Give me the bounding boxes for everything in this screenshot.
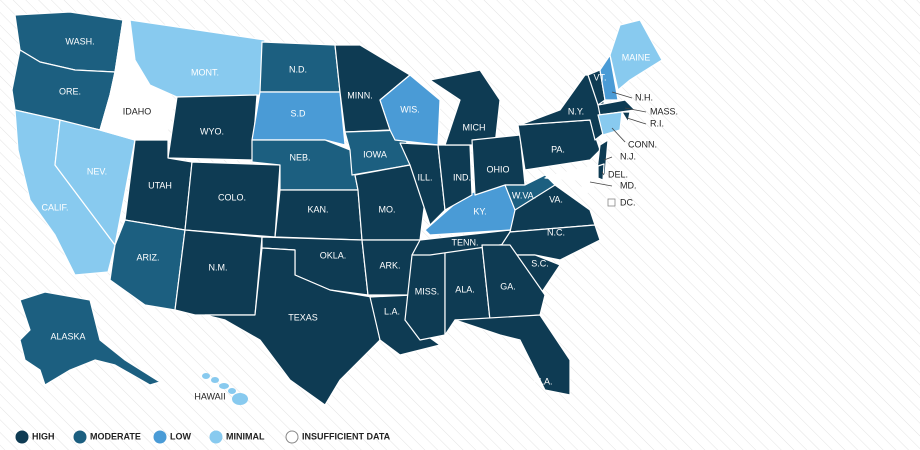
state: [54, 119, 136, 246]
state: [274, 189, 363, 241]
state-label: VT.: [593, 72, 606, 82]
leader-line: [601, 171, 605, 176]
state: [481, 244, 546, 321]
legend-swatch: [73, 430, 87, 444]
state-label: ARK.: [379, 260, 400, 270]
state: [621, 111, 631, 123]
state-label: IDAHO: [123, 106, 152, 116]
state-label: GA.: [500, 281, 516, 291]
legend-label: MINIMAL: [226, 431, 265, 441]
state-label: ALA.: [455, 284, 475, 294]
state-label: KY.: [473, 206, 486, 216]
state-label: NEB.: [289, 152, 310, 162]
dc-marker: [607, 198, 616, 207]
legend-label: LOW: [170, 431, 191, 441]
state-label: IOWA: [363, 149, 387, 159]
state-label: N.D.: [289, 64, 307, 74]
island: [202, 373, 210, 379]
state-label: OKLA.: [320, 250, 347, 260]
state-label: S.D: [290, 108, 306, 118]
leader-line: [626, 117, 647, 125]
state-label: COLO.: [218, 192, 246, 202]
state-label: MINN.: [347, 90, 373, 100]
state-label: S.C.: [531, 258, 549, 268]
legend-label: INSUFFICIENT DATA: [302, 431, 391, 441]
state: [544, 164, 601, 196]
state-label: WYO.: [200, 126, 224, 136]
state-label: CALIF.: [41, 202, 68, 212]
leader-line: [611, 127, 626, 143]
state-label: TEXAS: [288, 312, 318, 322]
state: [609, 19, 663, 91]
legend-swatch: [209, 430, 223, 444]
state: [597, 163, 605, 181]
island: [228, 388, 236, 394]
state-label: CONN.: [628, 139, 657, 149]
legend: HIGH MODERATE LOW MINIMAL INSUFFICIENT DATA: [15, 430, 391, 444]
state-label: PA.: [551, 144, 565, 154]
island: [219, 383, 229, 389]
state-label: HAWAII: [194, 391, 225, 401]
island: [232, 393, 248, 405]
state-label: MAINE: [622, 52, 651, 62]
legend-label: HIGH: [32, 431, 55, 441]
state-label: ILL.: [417, 172, 432, 182]
state-label: UTAH: [148, 180, 172, 190]
state-label: WIS.: [400, 104, 420, 114]
state: [251, 91, 346, 146]
leader-line: [603, 156, 613, 161]
state-label: KAN.: [307, 204, 328, 214]
state: [454, 314, 571, 396]
state: [597, 111, 623, 136]
state-label: MO.: [379, 204, 396, 214]
state-label: R.I.: [650, 118, 664, 128]
state-label: WASH.: [65, 36, 94, 46]
state-label: DC.: [620, 197, 636, 207]
state: [174, 229, 263, 316]
state: [509, 184, 596, 233]
state-label: L.A.: [384, 306, 400, 316]
state-label: MD.: [620, 180, 637, 190]
island: [211, 377, 219, 383]
state: [19, 291, 161, 386]
state-label: OHIO: [486, 164, 509, 174]
legend-swatch: [15, 430, 29, 444]
state: [399, 142, 446, 226]
state: [599, 54, 619, 101]
state-label: MONT.: [191, 67, 219, 77]
labels: WASH. ORE. CALIF. NEV. IDAHO MONT. WYO. UTAH ARI…: [41, 36, 678, 401]
legend-swatch: [285, 430, 299, 444]
state: [204, 247, 381, 406]
state-label: VA.: [549, 194, 563, 204]
state-label: MISS.: [415, 286, 440, 296]
legend-swatch: [153, 430, 167, 444]
state-label: N.Y.: [568, 106, 584, 116]
state-label: N.H.: [635, 92, 653, 102]
state-label: ORE.: [59, 86, 81, 96]
state-label: MICH: [463, 122, 486, 132]
states: [11, 11, 663, 406]
state-label: N.J.: [620, 151, 636, 161]
state-label: NEV.: [87, 166, 107, 176]
state-label: MASS.: [650, 106, 678, 116]
state-label: FLA.: [533, 376, 552, 386]
leader-line: [611, 91, 633, 99]
state-label: TENN.: [452, 237, 479, 247]
state-label: N.M.: [209, 262, 228, 272]
state-label: IND.: [453, 172, 471, 182]
state-label: DEL.: [608, 169, 628, 179]
state-label: W.VA.: [512, 190, 536, 200]
leader-line: [624, 107, 647, 113]
state: [519, 74, 609, 141]
leader-line: [589, 181, 613, 187]
legend-label: MODERATE: [90, 431, 141, 441]
state-label: ALASKA: [50, 331, 85, 341]
state-label: N.C.: [547, 227, 565, 237]
state-label: ARIZ.: [136, 252, 159, 262]
